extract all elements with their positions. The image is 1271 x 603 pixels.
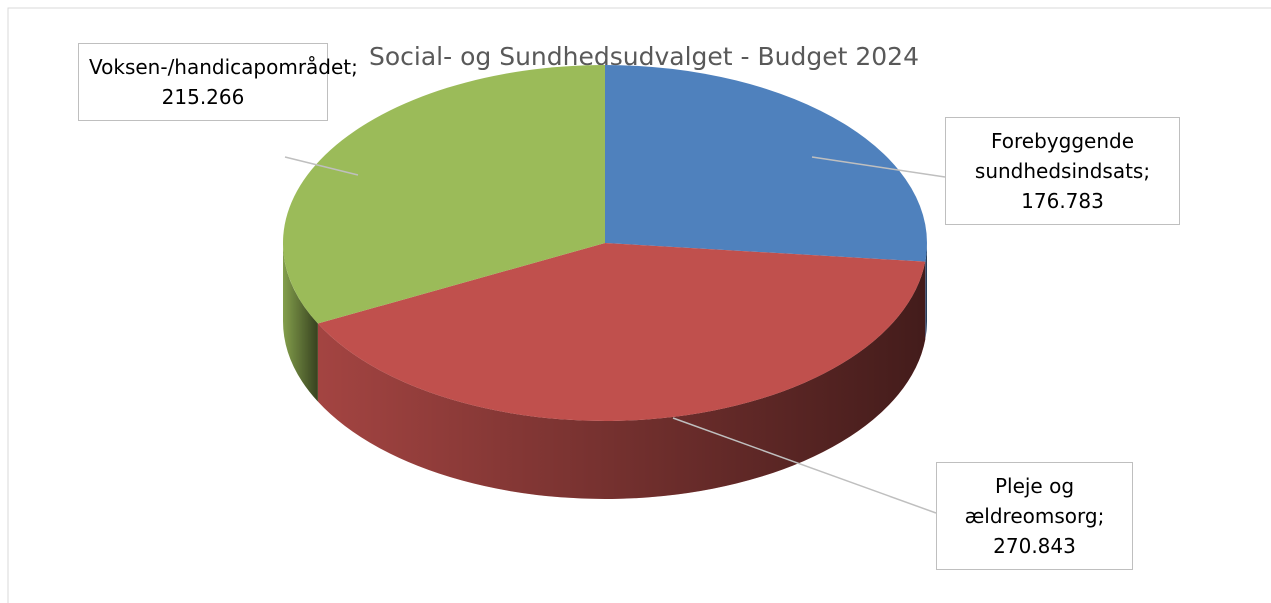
label-value: 270.843 (993, 534, 1076, 558)
chart-frame (7, 7, 1271, 603)
label-category: Voksen-/handicapområdet (89, 55, 352, 79)
label-separator: ; (1143, 159, 1151, 183)
label-value: 176.783 (1021, 189, 1104, 213)
pie-slice (283, 65, 605, 402)
leader-line (672, 417, 937, 514)
label-separator: ; (1097, 504, 1105, 528)
slice-side-shade (283, 243, 318, 402)
data-label: Forebyggende sundhedsindsats; 176.783 (945, 117, 1180, 225)
pie-slice (605, 65, 928, 340)
label-value: 215.266 (161, 85, 245, 109)
label-category: Forebyggende sundhedsindsats (974, 129, 1144, 183)
label-separator: ; (351, 55, 358, 79)
slice-top (317, 243, 926, 421)
slice-side-shade (317, 261, 926, 500)
chart-title: Social- og Sundhedsudvalget - Budget 202… (369, 42, 919, 71)
slice-top (605, 65, 927, 262)
label-category: Pleje og ældreomsorg (964, 474, 1098, 528)
data-label: Voksen-/handicapområdet; 215.266 (78, 43, 358, 121)
data-label: Pleje og ældreomsorg; 270.843 (936, 462, 1133, 570)
slice-side-shade (925, 243, 928, 340)
leader-line (284, 156, 359, 176)
leader-line (811, 156, 946, 178)
slice-top (283, 65, 605, 324)
pie-slice (317, 243, 926, 500)
